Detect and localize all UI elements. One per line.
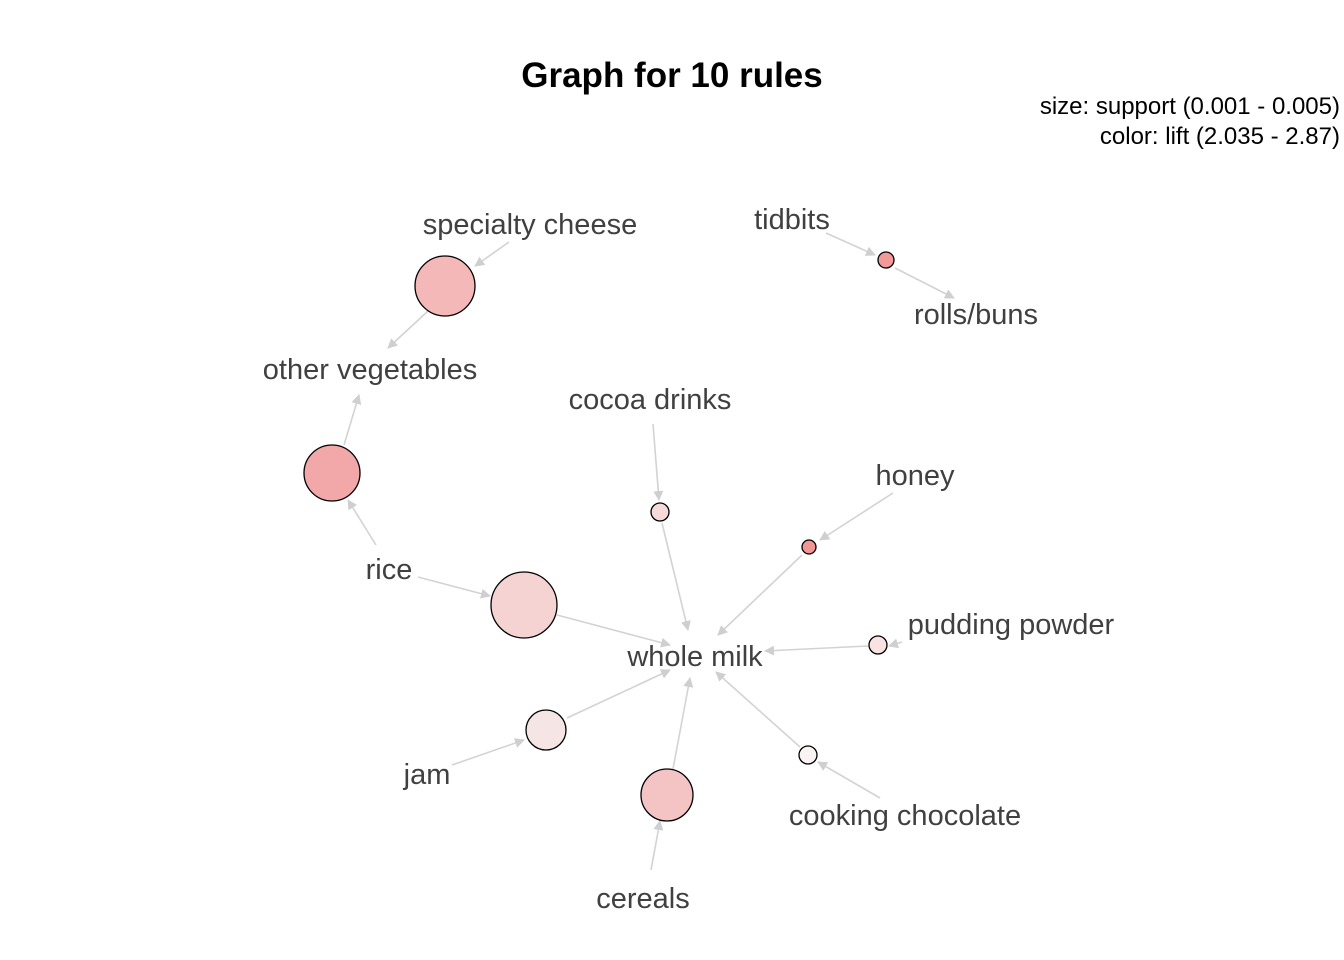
rule-node-r8 (525, 709, 567, 751)
item-label-tidbits: tidbits (754, 204, 830, 236)
edge-r2-out (894, 267, 955, 299)
item-label-specialty-cheese: specialty cheese (423, 209, 637, 241)
rule-node-r6 (490, 571, 558, 639)
item-label-rice: rice (366, 554, 413, 586)
rule-nodes (303, 251, 895, 822)
item-label-honey: honey (875, 460, 955, 492)
edge-r7-out (764, 645, 869, 656)
edge-r3-out (343, 394, 362, 446)
rule-node-r4 (650, 502, 670, 522)
edge-r9-in (817, 761, 881, 799)
rule-node-r2 (877, 251, 895, 269)
item-label-other-vegetables: other vegetables (263, 354, 477, 386)
item-label-cooking-chocolate: cooking chocolate (789, 800, 1021, 832)
item-label-rolls-buns: rolls/buns (914, 299, 1038, 331)
item-label-cereals: cereals (596, 883, 690, 915)
item-label-pudding-powder: pudding powder (908, 609, 1115, 641)
edge-r3-in (347, 499, 377, 546)
edge-r10-out (672, 677, 694, 770)
legend-size: size: support (0.001 - 0.005) (1039, 93, 1340, 120)
item-label-whole-milk: whole milk (626, 641, 763, 673)
edge-r9-out (715, 671, 801, 748)
rule-node-r9 (798, 745, 818, 765)
edge-r6-out (556, 614, 671, 648)
item-label-jam: jam (403, 759, 451, 791)
edge-r4-in (652, 423, 664, 501)
edges (343, 232, 955, 871)
edge-r10-in (650, 820, 664, 871)
edge-r8-out (566, 669, 671, 719)
edge-r2-in (825, 232, 876, 256)
rule-node-r3 (303, 444, 361, 502)
item-label-cocoa-drinks: cocoa drinks (569, 384, 732, 416)
edge-r7-in (888, 638, 903, 649)
item-labels: specialty cheese other vegetables tidbits r… (263, 204, 1115, 915)
rule-node-r5 (801, 539, 817, 555)
edge-r1-in (474, 241, 510, 267)
graph-title: Graph for 10 rules (521, 56, 823, 95)
edge-r6-in (417, 576, 491, 599)
edge-r5-out (717, 554, 803, 636)
legend-color: color: lift (2.035 - 2.87) (1099, 123, 1340, 150)
edge-r5-in (819, 492, 894, 541)
rule-node-r7 (868, 635, 888, 655)
rule-node-r1 (414, 255, 476, 317)
edge-r1-out (387, 310, 429, 349)
edge-r4-out (661, 522, 691, 631)
rule-node-r10 (640, 768, 694, 822)
edge-r8-in (451, 738, 525, 766)
